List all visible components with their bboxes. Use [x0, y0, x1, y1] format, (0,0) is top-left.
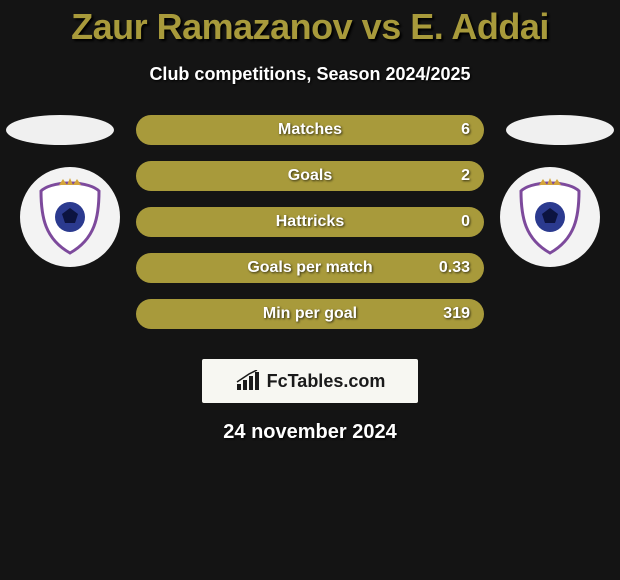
stat-bars: Matches6Goals2Hattricks0Goals per match0… [136, 115, 484, 345]
comparison-stage: Matches6Goals2Hattricks0Goals per match0… [0, 115, 620, 355]
club-crest-right [500, 167, 600, 267]
stat-label: Hattricks [136, 213, 484, 231]
stat-bar: Goals per match0.33 [136, 253, 484, 283]
player-silhouette-left [6, 115, 114, 145]
stat-bar: Min per goal319 [136, 299, 484, 329]
bar-chart-icon [235, 370, 261, 392]
shield-icon [515, 177, 585, 257]
stat-value-right: 6 [461, 121, 470, 139]
watermark-text: FcTables.com [267, 371, 386, 392]
watermark: FcTables.com [202, 359, 418, 403]
stat-value-right: 319 [443, 305, 470, 323]
stat-bar: Matches6 [136, 115, 484, 145]
shield-icon [35, 177, 105, 257]
date-label: 24 november 2024 [0, 421, 620, 444]
stat-value-right: 2 [461, 167, 470, 185]
page-title: Zaur Ramazanov vs E. Addai [0, 0, 620, 48]
player-silhouette-right [506, 115, 614, 145]
stat-label: Goals [136, 167, 484, 185]
subtitle: Club competitions, Season 2024/2025 [0, 64, 620, 85]
stat-bar: Goals2 [136, 161, 484, 191]
stat-label: Goals per match [136, 259, 484, 277]
stat-value-right: 0.33 [439, 259, 470, 277]
stat-value-right: 0 [461, 213, 470, 231]
club-crest-left [20, 167, 120, 267]
stat-label: Matches [136, 121, 484, 139]
stat-bar: Hattricks0 [136, 207, 484, 237]
stat-label: Min per goal [136, 305, 484, 323]
